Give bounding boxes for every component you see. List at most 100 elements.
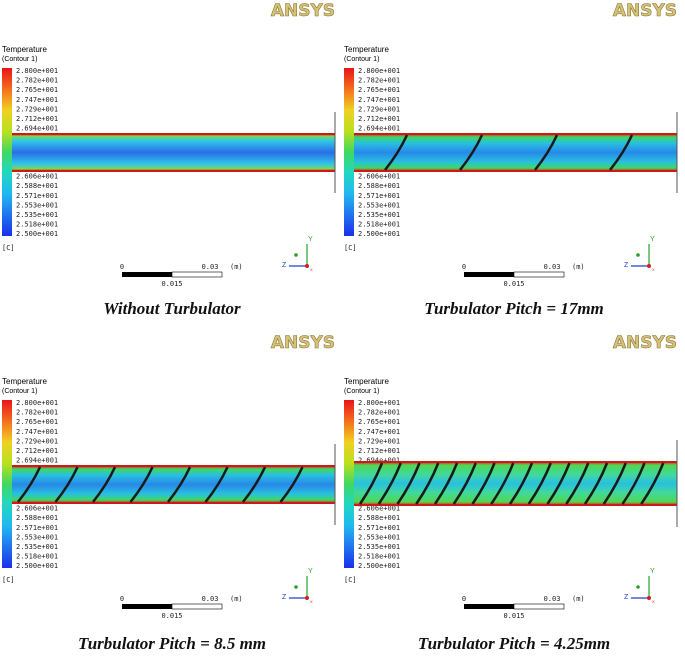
legend-title: Temperature: [2, 377, 47, 386]
axis-x: [647, 264, 651, 268]
axis-label-x: X: [310, 267, 313, 272]
turbulator-coil: [384, 134, 409, 171]
legend-label: 2.500e+001: [16, 230, 58, 238]
legend-label: 2.518e+001: [358, 553, 400, 561]
turbulator-coil: [565, 462, 590, 505]
axis-x: [647, 596, 651, 600]
turbulator-coil: [621, 462, 646, 505]
scale-label: 0.015: [161, 612, 182, 620]
legend-label: 2.782e+001: [16, 409, 58, 417]
legend-label: 2.606e+001: [358, 173, 400, 181]
turbulator-coil: [583, 462, 609, 505]
turbulator-coil: [602, 462, 627, 505]
axis-label-z: Z: [624, 262, 629, 269]
turbulator-coil: [92, 466, 117, 503]
legend-label: 2.729e+001: [16, 437, 58, 445]
legend-title: Temperature: [2, 45, 47, 54]
turbulator-coil: [396, 462, 421, 505]
caption: Without Turbulator: [103, 299, 241, 318]
legend-label: 2.729e+001: [16, 105, 58, 113]
scale-bar-black: [122, 604, 172, 609]
turbulator-coil: [546, 462, 571, 505]
turbulator-coil: [490, 462, 515, 505]
legend-label: 2.782e+001: [358, 409, 400, 417]
legend-label: 2.606e+001: [16, 173, 58, 181]
legend-label: 2.571e+001: [16, 524, 58, 532]
axis-label-x: X: [310, 599, 313, 604]
axis-x: [305, 596, 309, 600]
triad-dot: [294, 253, 298, 257]
axis-label-x: X: [652, 599, 655, 604]
legend-label: 2.782e+001: [16, 77, 58, 85]
turbulator-coil: [377, 462, 402, 505]
legend-label: 2.535e+001: [358, 543, 400, 551]
legend-label: 2.729e+001: [358, 105, 400, 113]
legend-label: 2.765e+001: [16, 418, 58, 426]
scale-label: 0: [120, 595, 124, 603]
turbulator-coil: [508, 462, 534, 505]
legend-label: 2.694e+001: [358, 457, 400, 465]
pipe: [12, 134, 335, 171]
legend-label: 2.571e+001: [16, 192, 58, 200]
legend-label: 2.606e+001: [358, 505, 400, 513]
legend-label: 2.800e+001: [358, 67, 400, 75]
turbulator-coil: [279, 466, 304, 503]
turbulator-coil: [129, 466, 154, 503]
scale-unit: (m): [572, 263, 585, 271]
turbulator-coil: [471, 462, 496, 505]
legend-label: 2.571e+001: [358, 192, 400, 200]
scale-label: 0.03: [202, 263, 219, 271]
caption: Turbulator Pitch = 4.25mm: [418, 634, 610, 653]
legend-label: 2.694e+001: [16, 457, 58, 465]
legend-label: 2.800e+001: [358, 399, 400, 407]
legend-label: 2.553e+001: [358, 201, 400, 209]
color-bar: [2, 400, 12, 568]
turbulator-coil: [358, 462, 384, 505]
scale-label: 0.015: [503, 280, 524, 288]
legend-label: 2.535e+001: [16, 211, 58, 219]
legend-label: 2.765e+001: [358, 86, 400, 94]
color-bar: [2, 68, 12, 236]
axis-label-x: X: [652, 267, 655, 272]
legend-unit: [C]: [2, 244, 15, 252]
turbulator-coil: [204, 466, 229, 503]
scale-label: 0: [120, 263, 124, 271]
turbulator-coil: [534, 134, 559, 171]
legend-label: 2.694e+001: [358, 125, 400, 133]
logo: ANSYS: [613, 1, 677, 21]
scale-bar-white: [171, 271, 223, 278]
turbulator-coil: [17, 466, 42, 503]
legend-label: 2.500e+001: [358, 562, 400, 570]
legend-label: 2.553e+001: [16, 533, 58, 541]
legend-label: 2.518e+001: [16, 221, 58, 229]
axis-label-y: Y: [650, 236, 655, 243]
panel: ANSYS Temperature (Contour 1) 2.800e+001 2.7…: [344, 333, 678, 653]
axis-label-y: Y: [308, 236, 313, 243]
legend-unit: [C]: [344, 244, 357, 252]
legend-label: 2.712e+001: [358, 447, 400, 455]
legend-label: 2.588e+001: [358, 514, 400, 522]
scale-unit: (m): [572, 595, 585, 603]
legend-unit: [C]: [344, 576, 357, 584]
scale-bar-white: [513, 271, 565, 278]
scale-bar-black: [464, 604, 514, 609]
scale-label: 0.015: [503, 612, 524, 620]
turbulator-coil: [167, 466, 192, 503]
color-bar: [344, 400, 354, 568]
legend-label: 2.765e+001: [358, 418, 400, 426]
turbulator-coil: [54, 466, 79, 503]
legend-title: Temperature: [344, 45, 389, 54]
color-bar: [344, 68, 354, 236]
turbulator-coil: [527, 462, 552, 505]
logo: ANSYS: [613, 333, 677, 353]
caption: Turbulator Pitch = 8.5 mm: [78, 634, 266, 653]
logo: ANSYS: [271, 1, 335, 21]
legend-label: 2.500e+001: [16, 562, 58, 570]
legend-label: 2.588e+001: [16, 182, 58, 190]
legend-label: 2.800e+001: [16, 67, 58, 75]
legend-label: 2.782e+001: [358, 77, 400, 85]
axis-label-z: Z: [282, 262, 287, 269]
legend-unit: [C]: [2, 576, 15, 584]
triad-dot: [636, 585, 640, 589]
